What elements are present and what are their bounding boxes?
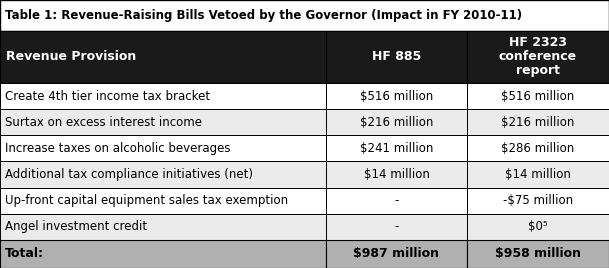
Text: Up-front capital equipment sales tax exemption: Up-front capital equipment sales tax exe… [5, 194, 288, 207]
Bar [0, 109, 326, 135]
Text: $216 million: $216 million [501, 116, 575, 129]
Bar [467, 135, 609, 161]
Bar [0, 0, 609, 31]
Text: $516 million: $516 million [360, 90, 433, 103]
Bar [326, 83, 467, 109]
Bar [326, 240, 467, 268]
Text: $987 million: $987 million [353, 247, 440, 260]
Text: Surtax on excess interest income: Surtax on excess interest income [5, 116, 202, 129]
Bar [326, 214, 467, 240]
Text: $958 million: $958 million [495, 247, 581, 260]
Text: Create 4th tier income tax bracket: Create 4th tier income tax bracket [5, 90, 210, 103]
Bar [326, 161, 467, 188]
Bar [467, 161, 609, 188]
Text: HF 2323
conference
report: HF 2323 conference report [499, 36, 577, 77]
Bar [0, 83, 326, 109]
Bar [0, 31, 326, 83]
Bar [467, 188, 609, 214]
Text: $216 million: $216 million [360, 116, 433, 129]
Text: $286 million: $286 million [501, 142, 575, 155]
Bar [326, 188, 467, 214]
Bar [0, 214, 326, 240]
Bar [326, 109, 467, 135]
Text: $14 million: $14 million [505, 168, 571, 181]
Text: Increase taxes on alcoholic beverages: Increase taxes on alcoholic beverages [5, 142, 230, 155]
Text: Additional tax compliance initiatives (net): Additional tax compliance initiatives (n… [5, 168, 253, 181]
Bar [0, 135, 326, 161]
Text: $516 million: $516 million [501, 90, 575, 103]
Bar [467, 31, 609, 83]
Text: -: - [394, 220, 399, 233]
Bar [467, 214, 609, 240]
Text: $241 million: $241 million [360, 142, 433, 155]
Bar [467, 109, 609, 135]
Bar [326, 135, 467, 161]
Text: -: - [394, 194, 399, 207]
Bar [467, 240, 609, 268]
Bar [0, 161, 326, 188]
Text: Total:: Total: [5, 247, 44, 260]
Bar [326, 31, 467, 83]
Bar [0, 240, 326, 268]
Text: Revenue Provision: Revenue Provision [6, 50, 136, 64]
Text: Table 1: Revenue-Raising Bills Vetoed by the Governor (Impact in FY 2010-11): Table 1: Revenue-Raising Bills Vetoed by… [5, 9, 522, 22]
Bar [0, 188, 326, 214]
Text: $0⁵: $0⁵ [528, 220, 548, 233]
Text: Angel investment credit: Angel investment credit [5, 220, 147, 233]
Text: -$75 million: -$75 million [503, 194, 573, 207]
Text: HF 885: HF 885 [372, 50, 421, 64]
Text: $14 million: $14 million [364, 168, 429, 181]
Bar [467, 83, 609, 109]
